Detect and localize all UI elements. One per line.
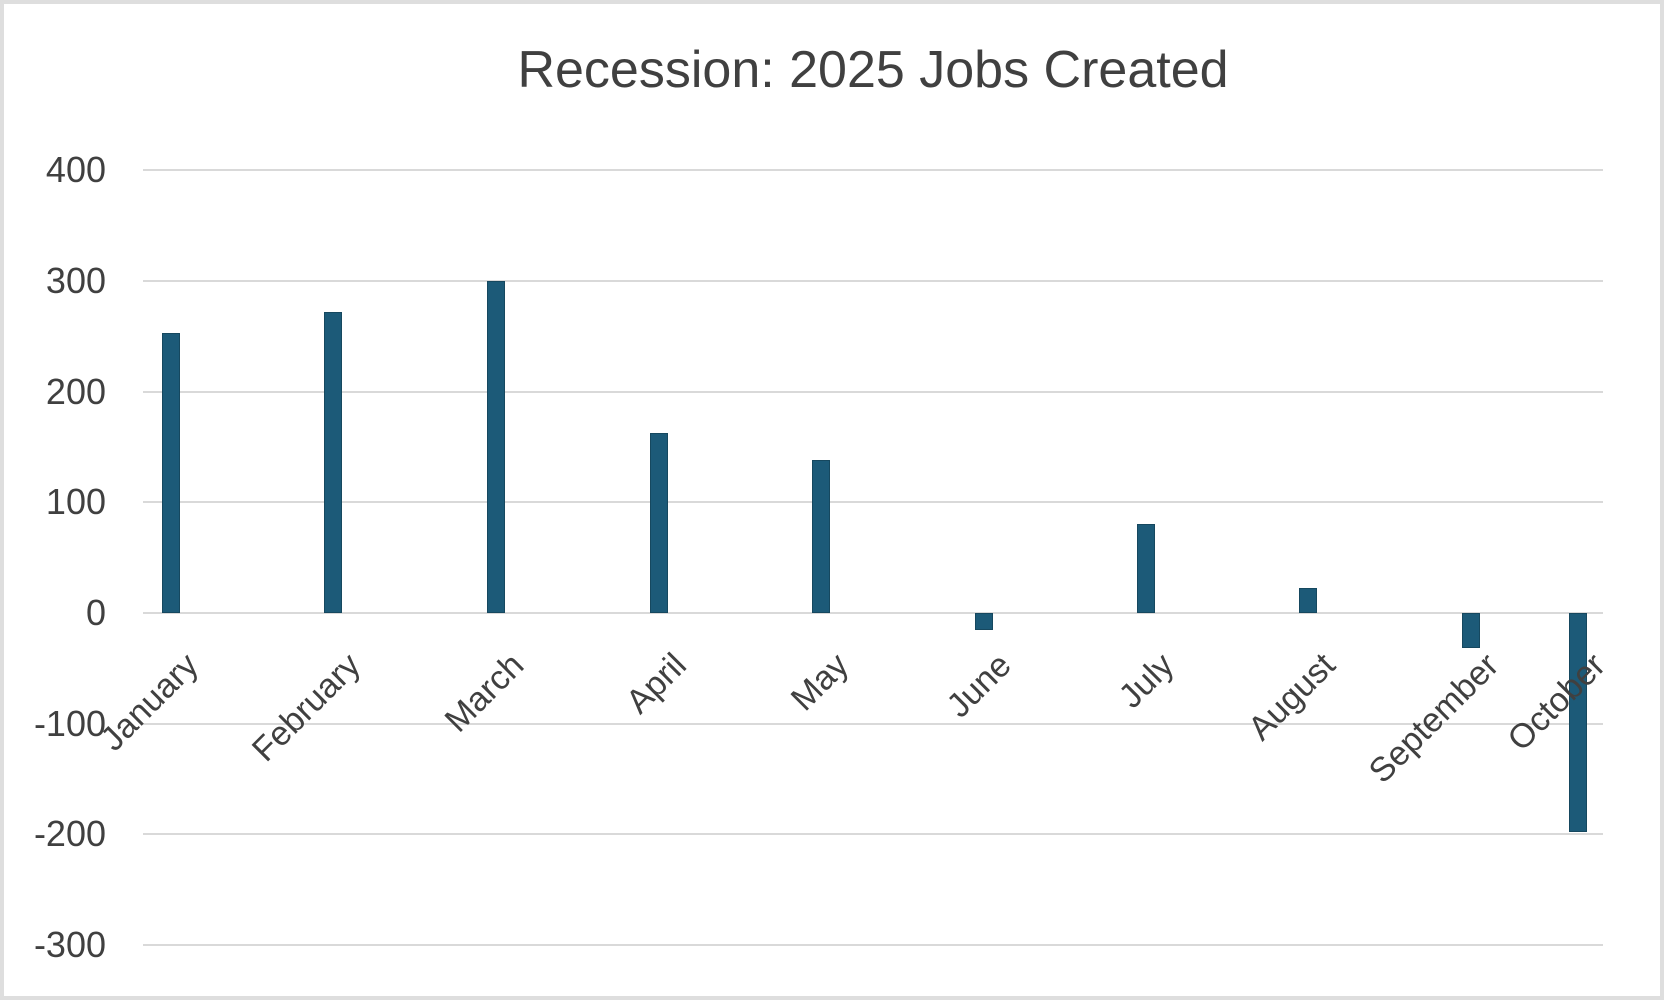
gridline-y-200: [143, 390, 1603, 393]
bar-april: [650, 432, 668, 613]
x-axis-label-april: April: [618, 646, 694, 721]
y-axis-tick-label: 0: [85, 592, 106, 633]
y-axis-tick-label: 100: [45, 481, 106, 523]
bar-march: [487, 280, 505, 613]
x-axis-label-august: August: [1241, 646, 1343, 748]
x-axis-label-february: February: [244, 646, 368, 770]
gridline-y--200: [143, 833, 1603, 836]
y-axis-tick-label: 200: [45, 370, 106, 412]
chart-title: Recession: 2025 Jobs Created: [517, 41, 1229, 99]
bar-october: [1569, 613, 1587, 833]
y-axis-tick-label: 400: [45, 149, 106, 191]
y-axis-tick-label: 300: [45, 259, 106, 301]
gridline-y-400: [143, 169, 1603, 172]
x-axis-label-january: January: [93, 646, 206, 759]
bar-june: [975, 613, 993, 630]
y-axis-tick-label: -300: [33, 924, 106, 966]
bar-february: [324, 311, 342, 613]
bar-august: [1299, 587, 1317, 613]
x-axis-label-may: May: [783, 646, 856, 719]
y-axis-tick-label: -100: [33, 702, 106, 744]
x-axis-label-june: June: [939, 646, 1019, 726]
gridline-y--100: [143, 722, 1603, 725]
bar-may: [812, 460, 830, 613]
x-axis-label-july: July: [1111, 646, 1181, 716]
x-axis-label-october: October: [1500, 646, 1613, 759]
y-axis-tick-label: -200: [33, 813, 106, 855]
gridline-y-300: [143, 279, 1603, 282]
bar-january: [162, 332, 180, 613]
gridline-y-0: [143, 612, 1603, 614]
x-axis-label-september: September: [1361, 646, 1506, 791]
gridline-y--300: [143, 944, 1603, 947]
x-axis-label-march: March: [437, 646, 531, 740]
bar-september: [1462, 613, 1480, 649]
bar-july: [1137, 524, 1155, 613]
gridline-y-100: [143, 501, 1603, 504]
